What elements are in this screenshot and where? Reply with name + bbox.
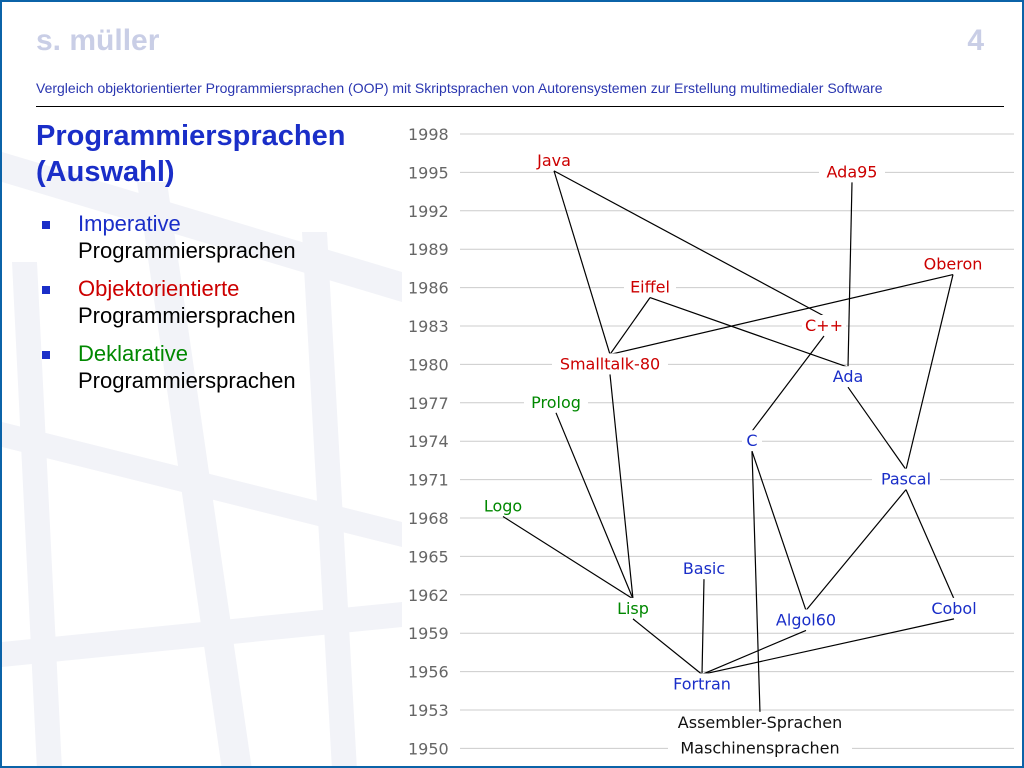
edge-lisp-fortran (632, 618, 703, 675)
edge-ada95-ada (847, 182, 853, 368)
node-eiffel: Eiffel (630, 278, 670, 297)
bullet-item-object-oriented: Objektorientierte Programmiersprachen (38, 275, 296, 329)
node-basic-bg (676, 558, 732, 579)
edge-basic-fortran (701, 579, 705, 675)
year-label: 1965 (408, 547, 449, 566)
node-pascal: Pascal (881, 470, 931, 489)
node-maschinen-bg (668, 737, 852, 758)
year-label: 1986 (408, 279, 449, 298)
node-basic: Basic (683, 559, 725, 578)
bullet-category: Imperative (78, 211, 181, 236)
node-algol60: Algol60 (776, 610, 836, 629)
node-ada95-bg (819, 161, 885, 182)
year-label: 1983 (408, 317, 449, 336)
timeline-edges (502, 170, 955, 713)
node-fortran: Fortran (673, 674, 731, 693)
bullet-square-icon (42, 221, 50, 229)
node-c-bg (742, 430, 762, 451)
timeline-nodes: Java Ada95 Oberon Eiffel C++ Smalltalk-80 Ada P… (477, 149, 989, 758)
title-line-1: Programmiersprachen (36, 120, 346, 152)
year-label: 1971 (408, 471, 449, 490)
node-java: Java (536, 151, 571, 170)
node-assembler-bg (663, 711, 857, 732)
header-divider (36, 106, 1004, 107)
edge-pascal-algol60 (805, 489, 907, 611)
node-cobol-bg (924, 597, 984, 618)
node-logo: Logo (484, 496, 522, 515)
node-smalltalk-bg (552, 353, 668, 374)
node-algol60-bg (770, 609, 842, 630)
node-oberon: Oberon (924, 255, 983, 274)
node-ada-bg (828, 366, 868, 387)
node-cpp-bg (802, 315, 846, 335)
edge-prolog-lisp (555, 412, 634, 600)
year-label: 1953 (408, 701, 449, 720)
node-assembler: Assembler-Sprachen (678, 713, 842, 732)
bullet-text: Programmiersprachen (78, 368, 296, 393)
year-label: 1956 (408, 663, 449, 682)
edge-cobol-fortran (701, 618, 955, 675)
edge-oberon-pascal (905, 274, 954, 470)
edge-c-algol60 (751, 451, 807, 611)
bullet-category: Deklarative (78, 341, 189, 366)
bullet-square-icon (42, 351, 50, 359)
node-cobol: Cobol (931, 599, 976, 618)
node-ada95: Ada95 (827, 162, 878, 181)
edge-cpp-c (751, 335, 825, 432)
edge-smalltalk-lisp (609, 374, 634, 599)
year-label: 1998 (408, 125, 449, 144)
slide-subtitle: Vergleich objektorientierter Programmier… (36, 80, 883, 96)
node-lisp-bg (611, 597, 655, 618)
year-label: 1962 (408, 586, 449, 605)
bullet-list: Imperative Programmiersprachen Objektori… (38, 210, 296, 405)
year-label: 1959 (408, 624, 449, 643)
edge-java-cpp (553, 170, 825, 317)
edge-ada-pascal (847, 386, 907, 470)
edge-java-smalltalk (553, 170, 611, 355)
node-oberon-bg (917, 253, 989, 274)
node-lisp: Lisp (617, 599, 649, 618)
year-label: 1980 (408, 355, 449, 374)
edge-c-assembler (751, 451, 761, 713)
bullet-square-icon (42, 286, 50, 294)
timeline-grid: 1998 1995 1992 1989 1986 1983 1980 1977 1974 1971… (408, 125, 1014, 758)
edge-eiffel-smalltalk (609, 297, 651, 355)
node-fortran-bg (668, 673, 736, 694)
slide-title: Programmiersprachen (Auswahl) (36, 118, 345, 190)
year-label: 1950 (408, 739, 449, 758)
bullet-category: Objektorientierte (78, 276, 240, 301)
node-java-bg (530, 149, 578, 170)
year-label: 1995 (408, 163, 449, 182)
edge-oberon-smalltalk (609, 273, 954, 355)
language-timeline: 1998 1995 1992 1989 1986 1983 1980 1977 1974 1971… (408, 125, 1014, 758)
node-c: C (746, 431, 757, 450)
node-cpp: C++ (805, 316, 843, 335)
year-label: 1977 (408, 394, 449, 413)
edge-algol60-fortran (701, 629, 807, 675)
node-prolog: Prolog (531, 393, 581, 412)
node-prolog-bg (524, 391, 588, 412)
bullet-text: Programmiersprachen (78, 303, 296, 328)
page-number: 4 (967, 24, 984, 57)
edge-pascal-cobol (905, 489, 955, 600)
bullet-item-declarative: Deklarative Programmiersprachen (38, 340, 296, 394)
year-label: 1992 (408, 202, 449, 221)
node-smalltalk: Smalltalk-80 (560, 354, 660, 373)
year-label: 1968 (408, 509, 449, 528)
bullet-text: Programmiersprachen (78, 238, 296, 263)
title-line-2: (Auswahl) (36, 156, 175, 188)
node-eiffel-bg (624, 276, 676, 297)
node-maschinen: Maschinensprachen (680, 738, 839, 757)
node-ada: Ada (833, 367, 864, 386)
node-logo-bg (477, 495, 529, 516)
author-name: s. müller (36, 24, 160, 57)
bullet-item-imperative: Imperative Programmiersprachen (38, 210, 296, 264)
edge-eiffel-ada (649, 297, 849, 368)
year-label: 1989 (408, 240, 449, 259)
node-pascal-bg (872, 468, 940, 489)
edge-logo-lisp (502, 515, 634, 600)
year-label: 1974 (408, 432, 449, 451)
